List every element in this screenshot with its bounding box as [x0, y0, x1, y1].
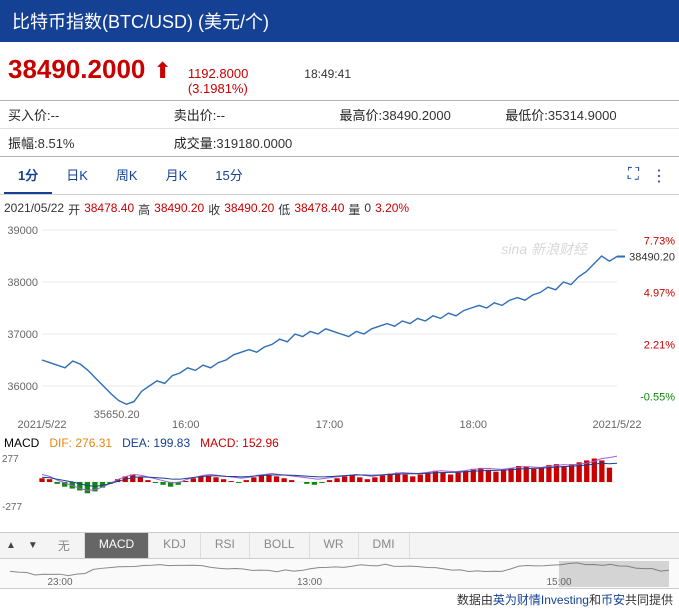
current-price: 38490.2000 [8, 54, 145, 85]
svg-text:16:00: 16:00 [172, 419, 200, 431]
svg-text:38490.20: 38490.20 [629, 252, 675, 264]
svg-text:39000: 39000 [7, 225, 38, 237]
macd-label: MACD [4, 436, 39, 450]
svg-text:-277: -277 [2, 502, 22, 512]
indicator-MACD[interactable]: MACD [85, 533, 149, 558]
amp-value: 8.51% [38, 136, 75, 151]
price-change: 1192.8000 (3.1981%) [188, 66, 296, 96]
bid-value: -- [51, 108, 60, 123]
indicator-无[interactable]: 无 [44, 533, 85, 558]
svg-text:13:00: 13:00 [297, 577, 322, 588]
svg-text:23:00: 23:00 [47, 577, 72, 588]
vol-label: 成交量: [174, 136, 217, 151]
timeframe-tabs: 1分日K周K月K15分 ⛶ ⋮ [0, 157, 679, 195]
svg-text:2.21%: 2.21% [644, 339, 675, 351]
high-value: 38490.2000 [382, 108, 451, 123]
page-title-bar: 比特币指数(BTC/USD) (美元/个) [0, 0, 679, 42]
price-summary: 38490.2000 ⬆ 1192.8000 (3.1981%) 18:49:4… [0, 42, 679, 100]
indicator-DMI[interactable]: DMI [359, 533, 410, 558]
svg-text:36000: 36000 [7, 381, 38, 393]
indicator-WR[interactable]: WR [310, 533, 359, 558]
macd-chart[interactable]: 277 -277 [0, 452, 679, 532]
vol-value: 319180.0000 [216, 136, 292, 151]
ohlc-close: 38490.20 [224, 201, 274, 218]
macd-readout: MACD DIF: 276.31 DEA: 199.83 MACD: 152.9… [0, 434, 679, 452]
svg-text:4.97%: 4.97% [644, 287, 675, 299]
indicator-KDJ[interactable]: KDJ [149, 533, 201, 558]
svg-text:38000: 38000 [7, 277, 38, 289]
attribution-link-investing[interactable]: 英为财情Investing [493, 593, 589, 607]
page-title: 比特币指数(BTC/USD) (美元/个) [12, 12, 269, 32]
ohlc-high: 38490.20 [154, 201, 204, 218]
more-icon[interactable]: ⋮ [651, 166, 667, 186]
stats-table: 买入价:-- 卖出价:-- 最高价:38490.2000 最低价:35314.9… [0, 100, 679, 157]
indicator-RSI[interactable]: RSI [201, 533, 250, 558]
svg-text:2021/5/22: 2021/5/22 [593, 419, 642, 431]
high-label: 最高价: [340, 108, 383, 123]
main-chart[interactable]: 36000 37000 38000 39000 2021/5/22 16:00 17:00 1… [0, 224, 679, 434]
svg-text:35650.20: 35650.20 [94, 409, 140, 421]
svg-text:2021/5/22: 2021/5/22 [18, 419, 67, 431]
amp-label: 振幅: [8, 136, 38, 151]
tab-1分[interactable]: 1分 [4, 157, 52, 194]
ohlc-readout: 2021/05/22 开 38478.40 高 38490.20 收 38490… [0, 195, 679, 224]
ohlc-pct: 3.20% [375, 201, 409, 218]
ohlc-date: 2021/05/22 [4, 201, 64, 218]
tab-15分[interactable]: 15分 [201, 157, 256, 194]
svg-text:sina 新浪财经: sina 新浪财经 [501, 241, 589, 257]
ohlc-open: 38478.40 [84, 201, 134, 218]
svg-text:15:00: 15:00 [546, 577, 571, 588]
ohlc-low: 38478.40 [294, 201, 344, 218]
expand-icon[interactable]: ⛶ [628, 166, 639, 186]
data-attribution: 数据由英为财情Investing和币安共同提供 [0, 589, 679, 610]
price-time: 18:49:41 [304, 67, 351, 81]
triangle-down-icon[interactable]: ▼ [22, 540, 44, 551]
tab-日K[interactable]: 日K [52, 157, 102, 194]
indicator-tabs: ▲ ▼ 无MACDKDJRSIBOLLWRDMI [0, 532, 679, 559]
svg-text:7.73%: 7.73% [644, 235, 675, 247]
ask-label: 卖出价: [174, 108, 217, 123]
svg-text:17:00: 17:00 [316, 419, 344, 431]
tab-周K[interactable]: 周K [102, 157, 152, 194]
indicator-BOLL[interactable]: BOLL [250, 533, 310, 558]
arrow-up-icon: ⬆ [153, 58, 171, 84]
ohlc-vol: 0 [364, 201, 371, 218]
mini-timeline-chart[interactable]: 23:00 13:00 15:00 [0, 559, 679, 589]
svg-text:277: 277 [2, 454, 19, 465]
svg-text:18:00: 18:00 [459, 419, 487, 431]
bid-label: 买入价: [8, 108, 51, 123]
svg-text:-0.55%: -0.55% [640, 391, 675, 403]
attribution-link-binance[interactable]: 币安 [601, 593, 625, 607]
triangle-up-icon[interactable]: ▲ [0, 540, 22, 551]
ask-value: -- [216, 108, 225, 123]
svg-text:37000: 37000 [7, 329, 38, 341]
tab-月K[interactable]: 月K [152, 157, 202, 194]
low-label: 最低价: [505, 108, 548, 123]
low-value: 35314.9000 [548, 108, 617, 123]
